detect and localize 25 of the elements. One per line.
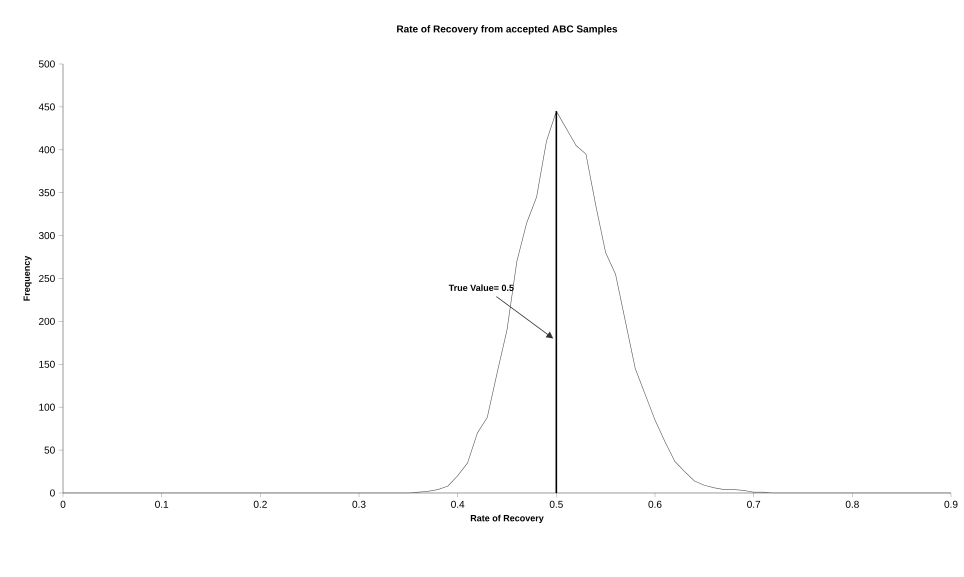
x-tick-label: 0.9 (944, 500, 958, 508)
y-tick-label: 100 (39, 404, 55, 411)
x-tick-label: 0.8 (846, 500, 859, 508)
y-tick-label: 500 (38, 60, 55, 68)
y-tick-label: 250 (39, 274, 55, 282)
chart-title: Rate of Recovery from accepted ABC Samples (397, 25, 618, 34)
y-tick-label: 450 (38, 103, 55, 110)
y-tick-label: 400 (38, 146, 55, 154)
x-axis-title: Rate of Recovery (470, 514, 544, 524)
x-tick-label: 0.7 (747, 500, 760, 508)
x-tick-label: 0.2 (254, 500, 267, 508)
x-tick-label: 0.4 (451, 500, 464, 508)
x-tick-label: 0 (60, 500, 66, 508)
y-tick-label: 0 (50, 489, 55, 497)
y-tick-label: 50 (44, 446, 55, 454)
x-tick-label: 0.6 (648, 500, 662, 508)
x-tick-label: 0.5 (550, 500, 563, 508)
x-tick-label: 0.1 (155, 500, 168, 508)
ref-line-label: True Value= 0.5 (448, 284, 514, 292)
x-tick-label: 0.3 (352, 500, 366, 508)
y-axis-title: Frequency (24, 256, 32, 301)
y-tick-label: 350 (38, 189, 55, 196)
y-tick-label: 300 (38, 232, 55, 240)
y-tick-label: 150 (39, 360, 55, 368)
y-tick-label: 200 (39, 318, 55, 325)
